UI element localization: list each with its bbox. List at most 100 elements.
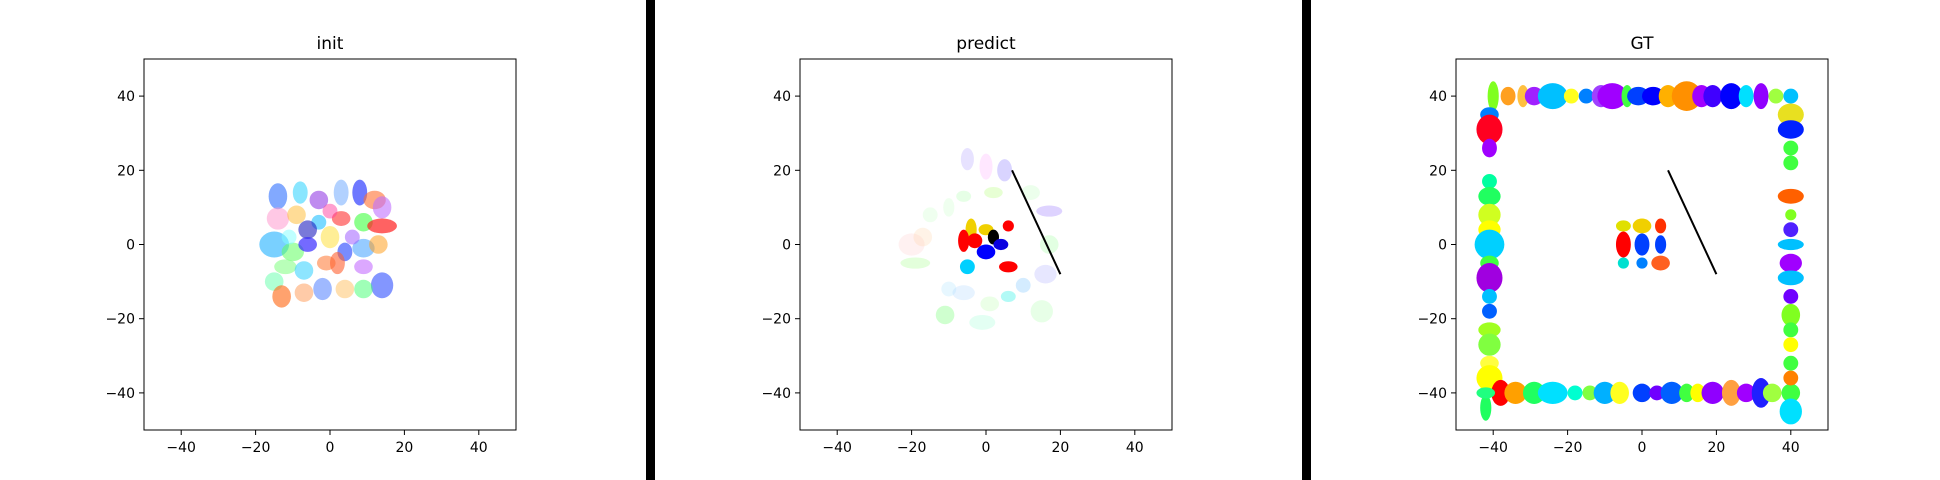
- ellipse-marker: [997, 159, 1013, 182]
- y-tick-label: 40: [773, 89, 791, 105]
- ellipse-marker: [1777, 188, 1804, 204]
- chart-title: predict: [956, 34, 1016, 54]
- line-segment: [1011, 169, 1062, 275]
- x-tick-label: 40: [1126, 440, 1144, 456]
- ellipse-marker: [1783, 140, 1799, 156]
- ellipse-marker: [1478, 333, 1501, 356]
- y-tick-label: −40: [761, 386, 791, 402]
- x-tick-label: 0: [326, 440, 335, 456]
- ellipse-marker: [1522, 381, 1546, 405]
- ellipse-marker: [1015, 277, 1031, 293]
- ellipse-marker: [272, 285, 291, 308]
- ellipse-marker: [1783, 88, 1799, 104]
- ellipse-marker: [369, 235, 388, 254]
- ellipse-marker: [1783, 222, 1799, 238]
- x-tick-label: 0: [1638, 440, 1647, 456]
- ellipse-marker: [367, 218, 397, 234]
- x-tick-label: −40: [822, 440, 852, 456]
- ellipse-marker: [259, 231, 290, 258]
- ellipse-marker: [313, 277, 332, 301]
- ellipse-marker: [967, 233, 983, 249]
- ellipse-marker: [287, 205, 306, 225]
- ellipse-marker: [1478, 186, 1501, 206]
- ellipse-marker: [298, 237, 317, 252]
- ellipse-marker: [1768, 88, 1784, 104]
- ellipse-marker: [922, 207, 938, 223]
- ellipse-marker: [1738, 84, 1754, 108]
- ellipse-marker: [370, 272, 394, 299]
- ellipse-marker: [1658, 84, 1678, 108]
- ellipse-marker: [294, 283, 314, 303]
- ellipse-marker: [333, 179, 349, 206]
- ellipse-marker: [1030, 300, 1053, 323]
- ellipse-marker: [1491, 379, 1510, 406]
- x-tick-label: −40: [166, 440, 196, 456]
- ellipse-marker: [1474, 229, 1505, 260]
- y-tick-label: 20: [1429, 163, 1447, 179]
- ellipse-marker: [900, 257, 931, 269]
- ellipse-marker: [1779, 253, 1802, 273]
- ellipse-marker: [1487, 81, 1499, 111]
- ellipse-marker: [294, 261, 314, 280]
- ellipse-marker: [1783, 337, 1799, 353]
- ellipse-marker: [1651, 255, 1670, 271]
- ellipse-marker: [1482, 138, 1497, 158]
- ellipse-marker: [1563, 88, 1579, 104]
- ellipse-marker: [993, 238, 1009, 251]
- ellipse-marker: [372, 196, 392, 219]
- ellipse-marker: [1632, 218, 1652, 234]
- ellipse-marker: [976, 244, 996, 260]
- ellipse-marker: [1634, 233, 1650, 256]
- ellipse-marker: [1655, 218, 1667, 234]
- ellipse-marker: [335, 279, 355, 299]
- ellipse-marker: [1615, 231, 1631, 258]
- ellipse-marker: [1482, 303, 1497, 319]
- x-tick-label: 20: [1051, 440, 1069, 456]
- ellipse-marker: [354, 279, 373, 299]
- ellipse-marker: [1476, 387, 1496, 399]
- chart-panel-gt: GT −40 −20 0 20 40 −40 −20 0 20 40: [1417, 34, 1829, 456]
- ellipse-marker: [1021, 185, 1040, 200]
- ellipse-marker: [1036, 205, 1063, 217]
- ellipse-marker: [1578, 88, 1594, 104]
- ellipse-marker: [1703, 84, 1722, 108]
- y-tick-label: 40: [1429, 89, 1447, 105]
- line-segment: [1667, 169, 1718, 275]
- ellipse-marker: [320, 225, 340, 249]
- x-tick-label: 40: [1782, 440, 1800, 456]
- ellipse-marker: [1783, 289, 1799, 304]
- ellipse-marker: [1476, 114, 1503, 145]
- ellipse-marker: [1615, 220, 1631, 232]
- ellipse-marker: [943, 198, 955, 217]
- ellipse-marker: [999, 261, 1018, 273]
- ellipse-marker: [1690, 383, 1706, 403]
- ellipse-marker: [1524, 86, 1544, 106]
- ellipse-marker: [268, 183, 288, 210]
- ellipse-marker: [1632, 383, 1652, 403]
- panel-separator-1: [646, 0, 655, 480]
- ellipse-marker: [1785, 209, 1797, 221]
- ellipse-marker: [1000, 290, 1016, 303]
- y-tick-label: 20: [117, 163, 135, 179]
- ellipse-marker: [309, 190, 329, 210]
- ellipse-marker: [1642, 86, 1665, 106]
- ellipse-marker: [298, 220, 317, 239]
- ellipse-marker: [1783, 370, 1799, 386]
- ellipse-marker: [1783, 322, 1799, 338]
- ellipse-marker: [1034, 264, 1057, 284]
- ellipse-marker: [952, 285, 975, 301]
- y-tick-label: 0: [126, 238, 135, 254]
- ellipse-marker: [1537, 83, 1568, 110]
- ellipse-marker: [1777, 238, 1804, 251]
- ellipse-marker: [322, 203, 338, 219]
- ellipse-marker: [1777, 120, 1804, 139]
- ellipse-marker: [1777, 103, 1804, 126]
- ellipse-marker: [1537, 381, 1568, 405]
- x-tick-label: 20: [395, 440, 413, 456]
- ellipse-marker: [984, 186, 1003, 199]
- chart-panel-predict: predict −40 −20 0 20 40 −40 −20 0 20 40: [761, 34, 1173, 456]
- ellipse-marker: [1701, 381, 1724, 405]
- ellipse-marker: [1660, 381, 1683, 405]
- ellipse-marker: [1781, 303, 1801, 327]
